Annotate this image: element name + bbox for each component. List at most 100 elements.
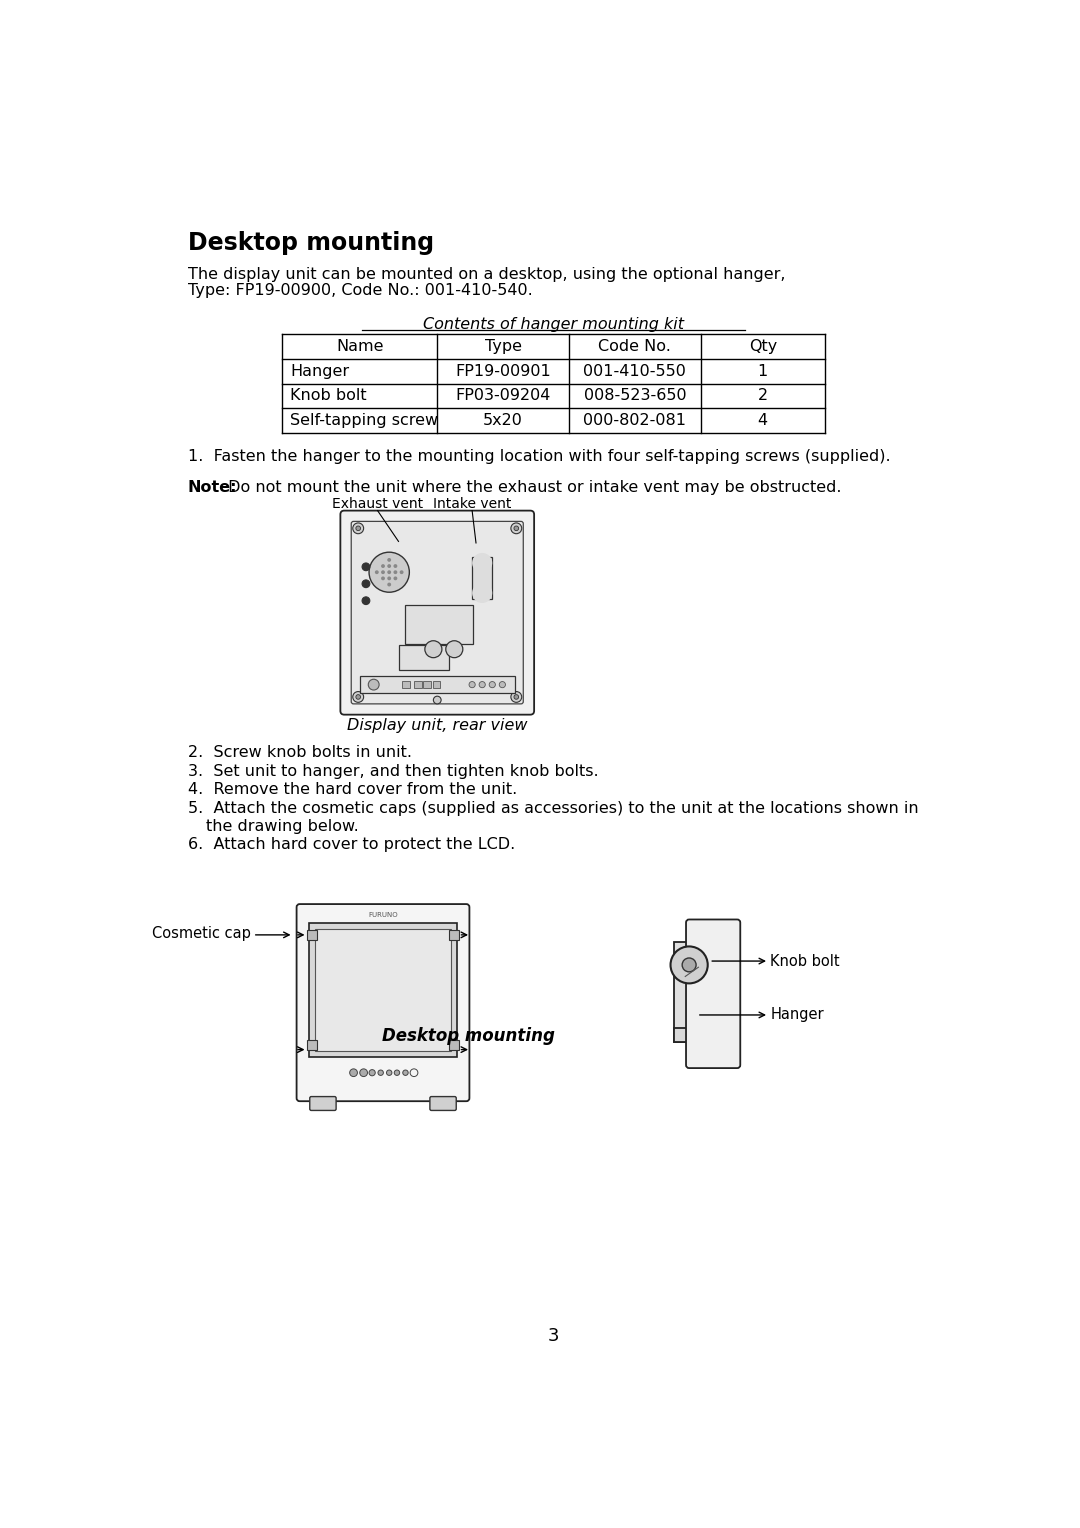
FancyBboxPatch shape — [686, 920, 740, 1068]
Bar — [405, 605, 473, 643]
Text: FP19-00901: FP19-00901 — [456, 364, 551, 379]
Circle shape — [350, 1070, 357, 1077]
Circle shape — [362, 581, 369, 588]
Text: Type: FP19-00900, Code No.: 001-410-540.: Type: FP19-00900, Code No.: 001-410-540. — [188, 284, 532, 298]
Text: 2.  Screw knob bolts in unit.: 2. Screw knob bolts in unit. — [188, 746, 411, 761]
Circle shape — [388, 570, 391, 575]
Text: Code No.: Code No. — [598, 339, 672, 354]
Circle shape — [353, 523, 364, 533]
Text: 001-410-550: 001-410-550 — [583, 364, 686, 379]
Text: Knob bolt: Knob bolt — [770, 953, 840, 969]
Circle shape — [472, 553, 492, 573]
Text: 5.  Attach the cosmetic caps (supplied as accessories) to the unit at the locati: 5. Attach the cosmetic caps (supplied as… — [188, 801, 918, 816]
Circle shape — [671, 946, 707, 984]
Text: 008-523-650: 008-523-650 — [583, 388, 686, 403]
Text: 000-802-081: 000-802-081 — [583, 413, 687, 428]
Circle shape — [368, 680, 379, 691]
Circle shape — [369, 1070, 375, 1076]
Circle shape — [360, 1070, 367, 1077]
Circle shape — [433, 697, 441, 704]
FancyBboxPatch shape — [297, 905, 470, 1102]
Bar — [449, 1041, 459, 1050]
Text: Contents of hanger mounting kit: Contents of hanger mounting kit — [423, 318, 684, 332]
Bar — [414, 681, 422, 689]
Bar — [433, 681, 441, 689]
Bar — [449, 931, 459, 940]
Circle shape — [362, 597, 369, 605]
Text: Hanger: Hanger — [770, 1007, 824, 1022]
FancyBboxPatch shape — [310, 1097, 336, 1111]
Circle shape — [381, 564, 384, 568]
Text: Display unit, rear view: Display unit, rear view — [347, 718, 527, 733]
Circle shape — [356, 526, 361, 530]
Text: Self-tapping screw: Self-tapping screw — [291, 413, 438, 428]
Text: FURUNO: FURUNO — [368, 912, 397, 918]
Text: 4: 4 — [758, 413, 768, 428]
Text: Type: Type — [485, 339, 522, 354]
Circle shape — [393, 564, 397, 568]
Bar — [315, 929, 450, 1051]
Text: Knob bolt: Knob bolt — [291, 388, 366, 403]
Circle shape — [388, 564, 391, 568]
Text: 6.  Attach hard cover to protect the LCD.: 6. Attach hard cover to protect the LCD. — [188, 837, 515, 853]
Text: Exhaust vent: Exhaust vent — [332, 497, 423, 510]
Circle shape — [472, 584, 492, 604]
Bar — [674, 1028, 716, 1042]
Bar — [399, 645, 449, 669]
Circle shape — [362, 562, 369, 570]
Circle shape — [388, 576, 391, 581]
Bar — [308, 931, 316, 940]
Circle shape — [387, 1070, 392, 1076]
Text: Note:: Note: — [188, 480, 238, 495]
Circle shape — [378, 1070, 383, 1076]
Text: Name: Name — [336, 339, 383, 354]
Circle shape — [403, 1070, 408, 1076]
Circle shape — [356, 695, 361, 700]
Text: Desktop mounting: Desktop mounting — [188, 231, 434, 255]
Text: 3.  Set unit to hanger, and then tighten knob bolts.: 3. Set unit to hanger, and then tighten … — [188, 764, 598, 779]
Circle shape — [511, 523, 522, 533]
Text: 1.  Fasten the hanger to the mounting location with four self-tapping screws (su: 1. Fasten the hanger to the mounting loc… — [188, 449, 890, 465]
Text: Cosmetic cap: Cosmetic cap — [152, 926, 252, 941]
Circle shape — [393, 576, 397, 581]
Text: FP03-09204: FP03-09204 — [456, 388, 551, 403]
Circle shape — [511, 692, 522, 703]
Circle shape — [381, 570, 384, 575]
Circle shape — [353, 692, 364, 703]
FancyBboxPatch shape — [351, 521, 524, 704]
Bar — [472, 556, 492, 599]
Circle shape — [480, 681, 485, 688]
Circle shape — [381, 576, 384, 581]
Text: the drawing below.: the drawing below. — [206, 819, 359, 834]
Bar — [674, 941, 688, 1042]
Circle shape — [369, 552, 409, 593]
Circle shape — [499, 681, 505, 688]
Text: Desktop mounting: Desktop mounting — [382, 1027, 555, 1045]
Bar — [309, 923, 457, 1057]
Circle shape — [446, 640, 463, 657]
Text: 5x20: 5x20 — [483, 413, 523, 428]
Text: 1: 1 — [758, 364, 768, 379]
FancyBboxPatch shape — [430, 1097, 456, 1111]
Text: Qty: Qty — [748, 339, 777, 354]
Circle shape — [388, 582, 391, 587]
Circle shape — [683, 958, 697, 972]
Circle shape — [424, 640, 442, 657]
Circle shape — [388, 558, 391, 562]
Circle shape — [469, 681, 475, 688]
Text: Do not mount the unit where the exhaust or intake vent may be obstructed.: Do not mount the unit where the exhaust … — [224, 480, 841, 495]
Bar — [308, 1041, 316, 1050]
Bar — [360, 677, 515, 694]
Bar — [423, 681, 431, 689]
Circle shape — [400, 570, 404, 575]
Text: Intake vent: Intake vent — [433, 497, 511, 510]
Text: 4.  Remove the hard cover from the unit.: 4. Remove the hard cover from the unit. — [188, 782, 517, 798]
Bar — [403, 681, 410, 689]
Circle shape — [394, 1070, 400, 1076]
Text: 3: 3 — [548, 1326, 559, 1345]
FancyBboxPatch shape — [340, 510, 535, 715]
Text: The display unit can be mounted on a desktop, using the optional hanger,: The display unit can be mounted on a des… — [188, 266, 785, 281]
Circle shape — [375, 570, 379, 575]
Circle shape — [393, 570, 397, 575]
Text: 2: 2 — [758, 388, 768, 403]
